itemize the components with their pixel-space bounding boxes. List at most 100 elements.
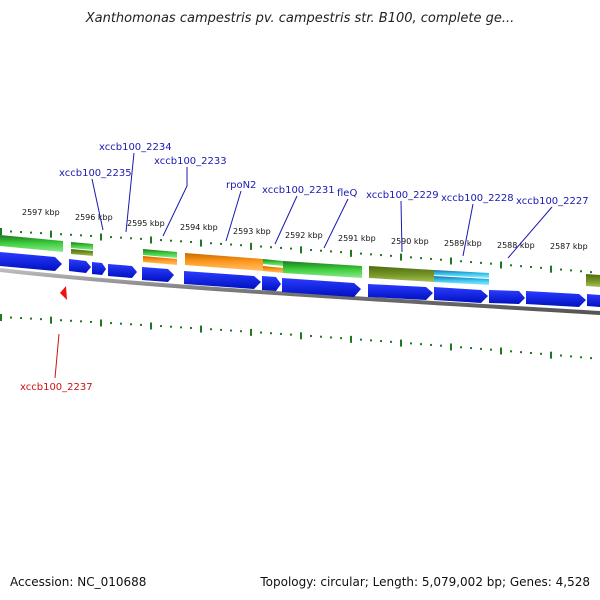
scale-tick [350,249,352,257]
gene-feature[interactable] [143,256,177,265]
scale-tick [470,261,472,264]
leader-line [162,185,188,237]
scale-tick [300,332,302,340]
scale-tick [90,320,92,323]
scale-tick [100,233,102,241]
scale-tick-label: 2589 kbp [444,239,482,248]
gene-label-xccb100-2231[interactable]: xccb100_2231 [262,185,335,196]
gene-labels: xccb100_2234 xccb100_2235 xccb100_2233 r… [20,142,589,393]
gene-feature-rpoN2[interactable] [185,253,263,271]
scale-tick [130,323,132,326]
scale-tick [360,252,362,255]
scale-tick [170,239,172,242]
scale-tick [10,316,12,319]
scale-tick-label: 2597 kbp [22,208,60,217]
scale-tick [380,254,382,257]
gene-feature-fleQ[interactable] [283,261,362,278]
cds-arrow[interactable] [0,252,62,271]
cds-arrow[interactable] [108,264,137,278]
scale-tick [50,230,52,238]
scale-tick [480,261,482,264]
gene-feature[interactable] [263,266,283,273]
scale-tick [590,271,592,274]
gene-label-xccb100-2233[interactable]: xccb100_2233 [154,156,227,167]
scale-tick [140,237,142,240]
scale-tick [550,265,552,273]
scale-tick [60,233,62,236]
scale-tick-label: 2595 kbp [127,219,165,228]
cds-arrow[interactable] [184,271,261,289]
gene-label-xccb100-2227[interactable]: xccb100_2227 [516,196,589,207]
scale-tick [510,350,512,353]
scale-tick [540,266,542,269]
scale-tick [390,254,392,257]
cds-arrow[interactable] [282,278,361,297]
scale-tick [560,268,562,271]
cds-arrow[interactable] [142,267,174,282]
scale-tick [40,318,42,321]
scale-tick [370,253,372,256]
gene-feature[interactable] [71,249,93,256]
cds-arrow[interactable] [262,276,281,291]
scale-tick [10,230,12,233]
scale-tick [200,325,202,333]
leader-line [400,200,403,253]
scale-tick [70,319,72,322]
cds-arrow[interactable] [434,287,488,303]
scale-tick [580,356,582,359]
scale-tick [530,265,532,268]
scale-tick [280,246,282,249]
cds-arrow[interactable] [92,262,106,275]
scale-tick [550,351,552,359]
scale-tick [210,242,212,245]
gene-feature[interactable] [434,276,489,285]
scale-tick [150,236,152,244]
gene-label-rpoN2[interactable]: rpoN2 [226,180,256,191]
gene-label-xccb100-2229[interactable]: xccb100_2229 [366,190,439,201]
gene-label-xccb100-2235[interactable]: xccb100_2235 [59,168,132,179]
gene-label-xccb100-2237[interactable]: xccb100_2237 [20,382,93,393]
scale-tick [520,351,522,354]
scale-tick [140,323,142,326]
scale-tick-label: 2594 kbp [180,223,218,232]
scale-tick [170,325,172,328]
scale-tick [110,322,112,325]
gene-feature[interactable] [586,274,600,287]
gene-feature[interactable] [71,242,93,250]
scale-tick [300,246,302,254]
scale-tick [290,333,292,336]
genome-summary: Topology: circular; Length: 5,079,002 bp… [260,575,590,589]
scale-tick [20,231,22,234]
scale-tick-label: 2590 kbp [391,237,429,246]
gene-feature[interactable] [263,259,283,266]
cds-arrow[interactable] [526,291,586,307]
gene-label-xccb100-2234[interactable]: xccb100_2234 [99,142,172,153]
gene-feature[interactable] [143,249,177,258]
scale-tick-label: 2593 kbp [233,227,271,236]
cds-arrow[interactable] [69,259,91,273]
cds-arrow[interactable] [489,290,525,304]
gene-feature[interactable] [434,270,489,278]
scale-tick [400,339,402,347]
gene-feature[interactable] [369,266,434,282]
scale-tick [120,236,122,239]
gene-label-fleQ[interactable]: fleQ [337,188,357,199]
accession-text: Accession: NC_010688 [10,575,147,589]
scale-tick [570,269,572,272]
cds-arrow[interactable] [587,294,600,307]
scale-tick [380,340,382,343]
gene-label-xccb100-2228[interactable]: xccb100_2228 [441,193,514,204]
scale-tick [30,231,32,234]
scale-tick [200,239,202,247]
reverse-gene-marker[interactable] [60,286,67,300]
cds-arrow[interactable] [368,284,433,300]
scale-tick [570,355,572,358]
scale-tick-label: 2596 kbp [75,213,113,222]
scale-tick [320,249,322,252]
gene-feature[interactable] [0,235,63,252]
leader-line [54,333,60,379]
scale-tick [280,332,282,335]
scale-tick-label: 2588 kbp [497,241,535,250]
scale-tick [0,228,2,235]
